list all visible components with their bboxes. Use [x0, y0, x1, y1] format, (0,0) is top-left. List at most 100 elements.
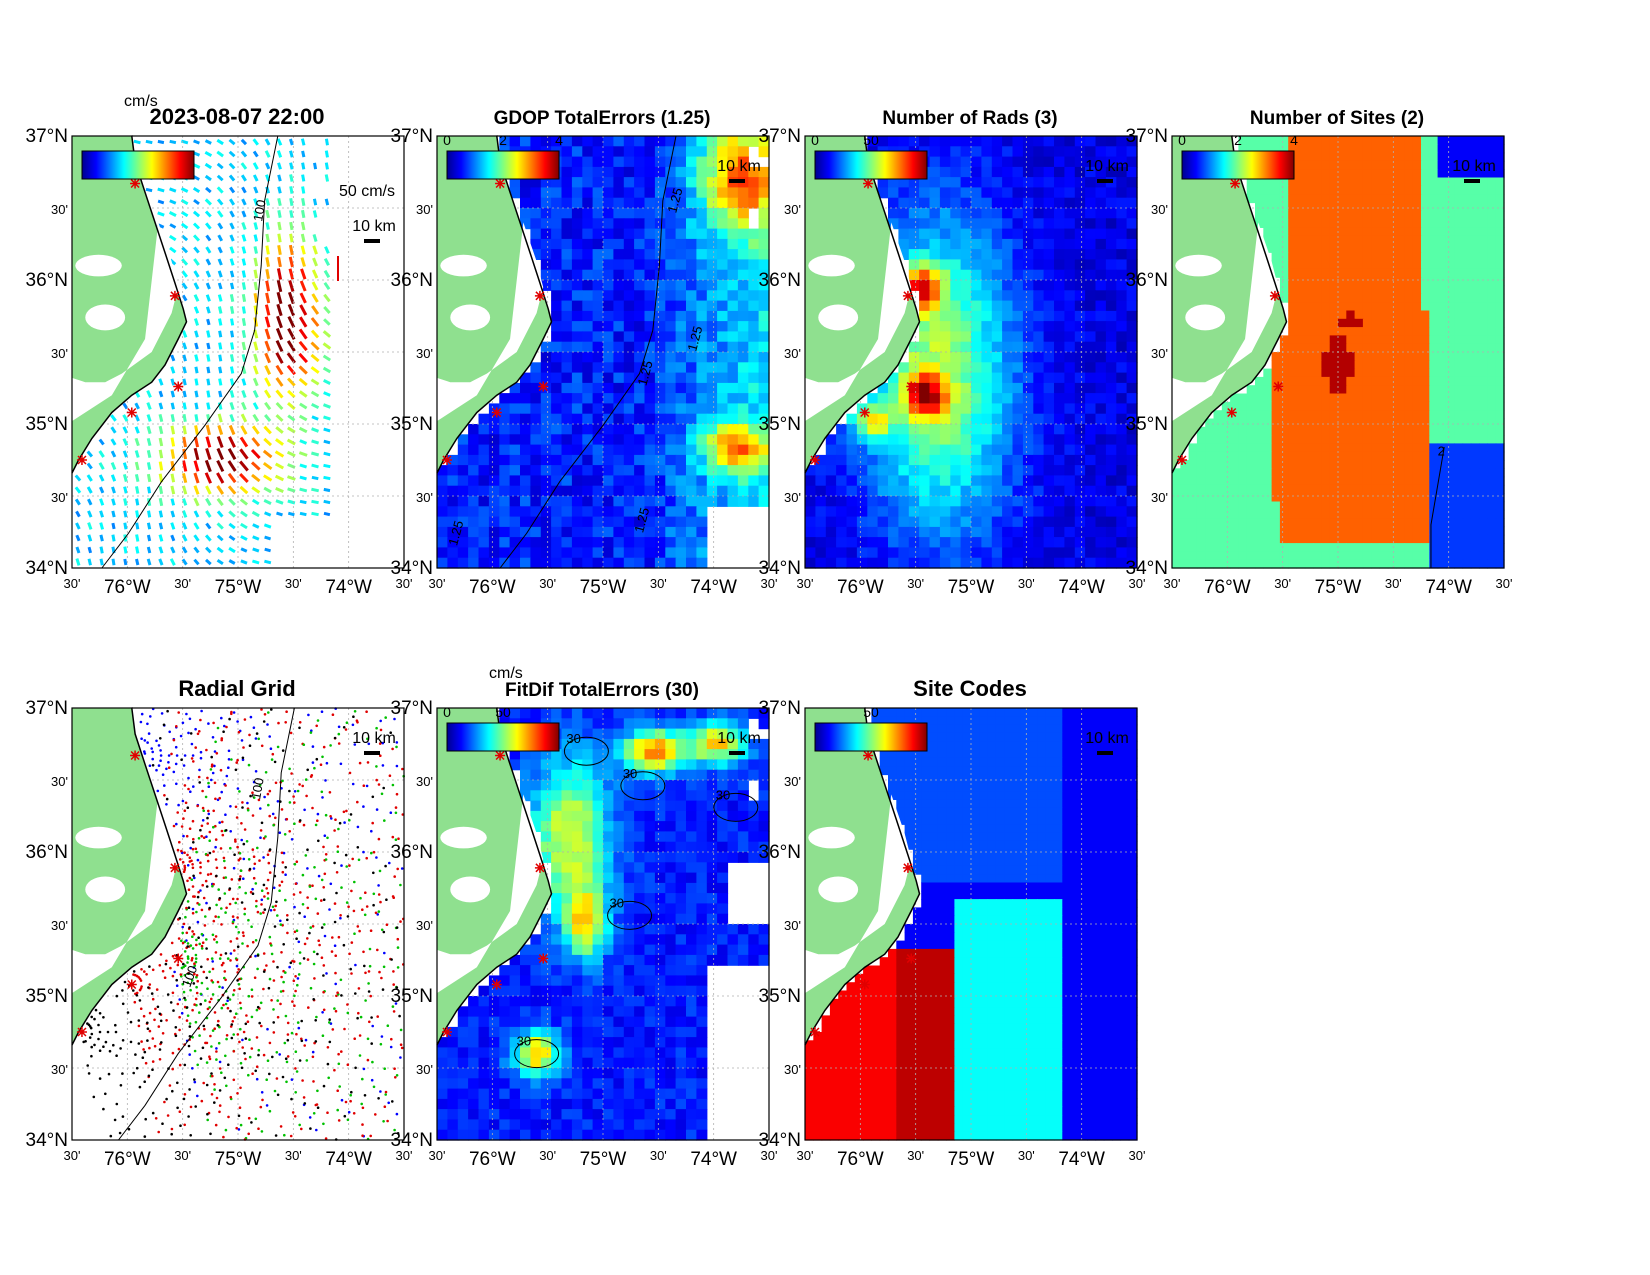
radial-grid-point [182, 834, 185, 838]
radial-grid-point [328, 908, 331, 911]
radial-grid-point [250, 925, 253, 928]
radial-grid-point [380, 928, 384, 932]
radial-grid-point [293, 1115, 297, 1118]
site-marker-2 [1269, 290, 1280, 301]
radial-grid-point [247, 1073, 250, 1077]
radial-grid-point [190, 959, 194, 962]
radial-grid-point [159, 754, 163, 757]
radial-grid-point [230, 710, 233, 714]
radial-grid-point [297, 940, 301, 944]
current-vector [324, 138, 329, 146]
radial-grid-point [89, 1026, 93, 1030]
current-vector [286, 475, 296, 481]
radial-grid-point [338, 821, 342, 825]
radial-grid-point [170, 752, 173, 756]
current-vector [147, 486, 152, 494]
radial-grid-point [257, 798, 261, 802]
radial-grid-point [213, 1027, 216, 1030]
current-vector [122, 462, 128, 470]
radial-grid-point [271, 812, 275, 816]
radial-grid-point [149, 715, 152, 718]
current-vector [299, 280, 307, 292]
radial-grid-point [280, 851, 284, 855]
current-vector [264, 511, 272, 517]
current-vector [193, 510, 200, 518]
current-vector [324, 162, 329, 170]
radial-grid-point [313, 766, 316, 770]
radial-grid-point [371, 1024, 375, 1028]
radial-grid-point [394, 838, 398, 841]
lat-tick-label: 36°N [759, 842, 801, 863]
radial-grid-point [134, 1053, 137, 1056]
radial-grid-point [262, 987, 265, 991]
radial-grid-point [265, 1078, 269, 1081]
radial-grid-point [143, 1050, 147, 1054]
radial-grid-point [210, 1045, 213, 1048]
current-vector [289, 174, 294, 182]
radial-grid-point [353, 743, 357, 746]
radial-grid-point [359, 1015, 363, 1019]
radial-grid-point [239, 1006, 243, 1010]
current-vector [298, 352, 309, 364]
current-vector [264, 559, 272, 565]
lon-tick-label: 30' [539, 576, 556, 591]
current-vector [182, 402, 187, 410]
current-vector [170, 522, 176, 530]
radial-grid-point [228, 717, 231, 721]
radial-grid-point [210, 997, 213, 1001]
radial-grid-point [153, 1018, 156, 1022]
radial-grid-point [168, 1084, 172, 1087]
radial-grid-point [223, 892, 227, 895]
radial-grid-point [358, 761, 362, 765]
axes-box [1171, 135, 1505, 569]
radial-grid-point [250, 1047, 254, 1050]
radial-grid-point [262, 952, 266, 955]
radial-grid-point [346, 1118, 350, 1122]
radial-grid-point [260, 903, 263, 906]
current-vector [158, 485, 164, 495]
radial-grid-point [324, 813, 328, 817]
radial-grid-point [283, 1041, 287, 1045]
radial-grid-point [293, 905, 296, 909]
current-vector [169, 187, 177, 193]
radial-grid-point [372, 850, 376, 854]
radial-grid-point [286, 914, 289, 917]
radial-grid-point [354, 963, 357, 967]
radial-grid-point [220, 923, 223, 926]
radial-grid-point [364, 891, 367, 894]
radial-grid-point [206, 816, 209, 820]
current-vector [182, 425, 187, 435]
radial-grid-point [346, 1063, 350, 1066]
radial-grid-point [228, 887, 232, 890]
radial-grid-point [123, 980, 127, 984]
lon-tick-label: 30' [285, 1148, 302, 1163]
lon-tick-label: 76°W [104, 1149, 151, 1170]
radial-grid-point [322, 990, 325, 994]
radial-grid-point [191, 907, 195, 911]
radial-grid-point [281, 1075, 285, 1079]
distance-scale-label: 10 km [352, 730, 396, 747]
current-vector [265, 198, 271, 206]
radial-grid-point [333, 920, 337, 924]
radial-grid-point [301, 1079, 304, 1082]
radial-grid-point [248, 867, 252, 871]
radial-grid-point [259, 807, 262, 810]
radial-grid-point [336, 850, 340, 853]
radial-grid-point [257, 1048, 261, 1052]
current-vector [287, 499, 296, 505]
radial-grid-point [370, 1016, 373, 1019]
current-vector [229, 390, 235, 398]
radial-grid-point [199, 1002, 202, 1006]
current-vector [182, 485, 188, 495]
radial-grid-point [266, 1059, 270, 1062]
current-vector [205, 447, 212, 461]
current-vector [239, 473, 249, 483]
current-vector [251, 559, 260, 565]
radial-grid-point [247, 1132, 250, 1136]
current-vector [311, 269, 319, 279]
current-vector [229, 378, 235, 386]
radial-grid-point [233, 1016, 236, 1019]
current-vector [264, 401, 272, 411]
radial-grid-point [226, 999, 229, 1002]
radial-grid-point [176, 848, 180, 852]
